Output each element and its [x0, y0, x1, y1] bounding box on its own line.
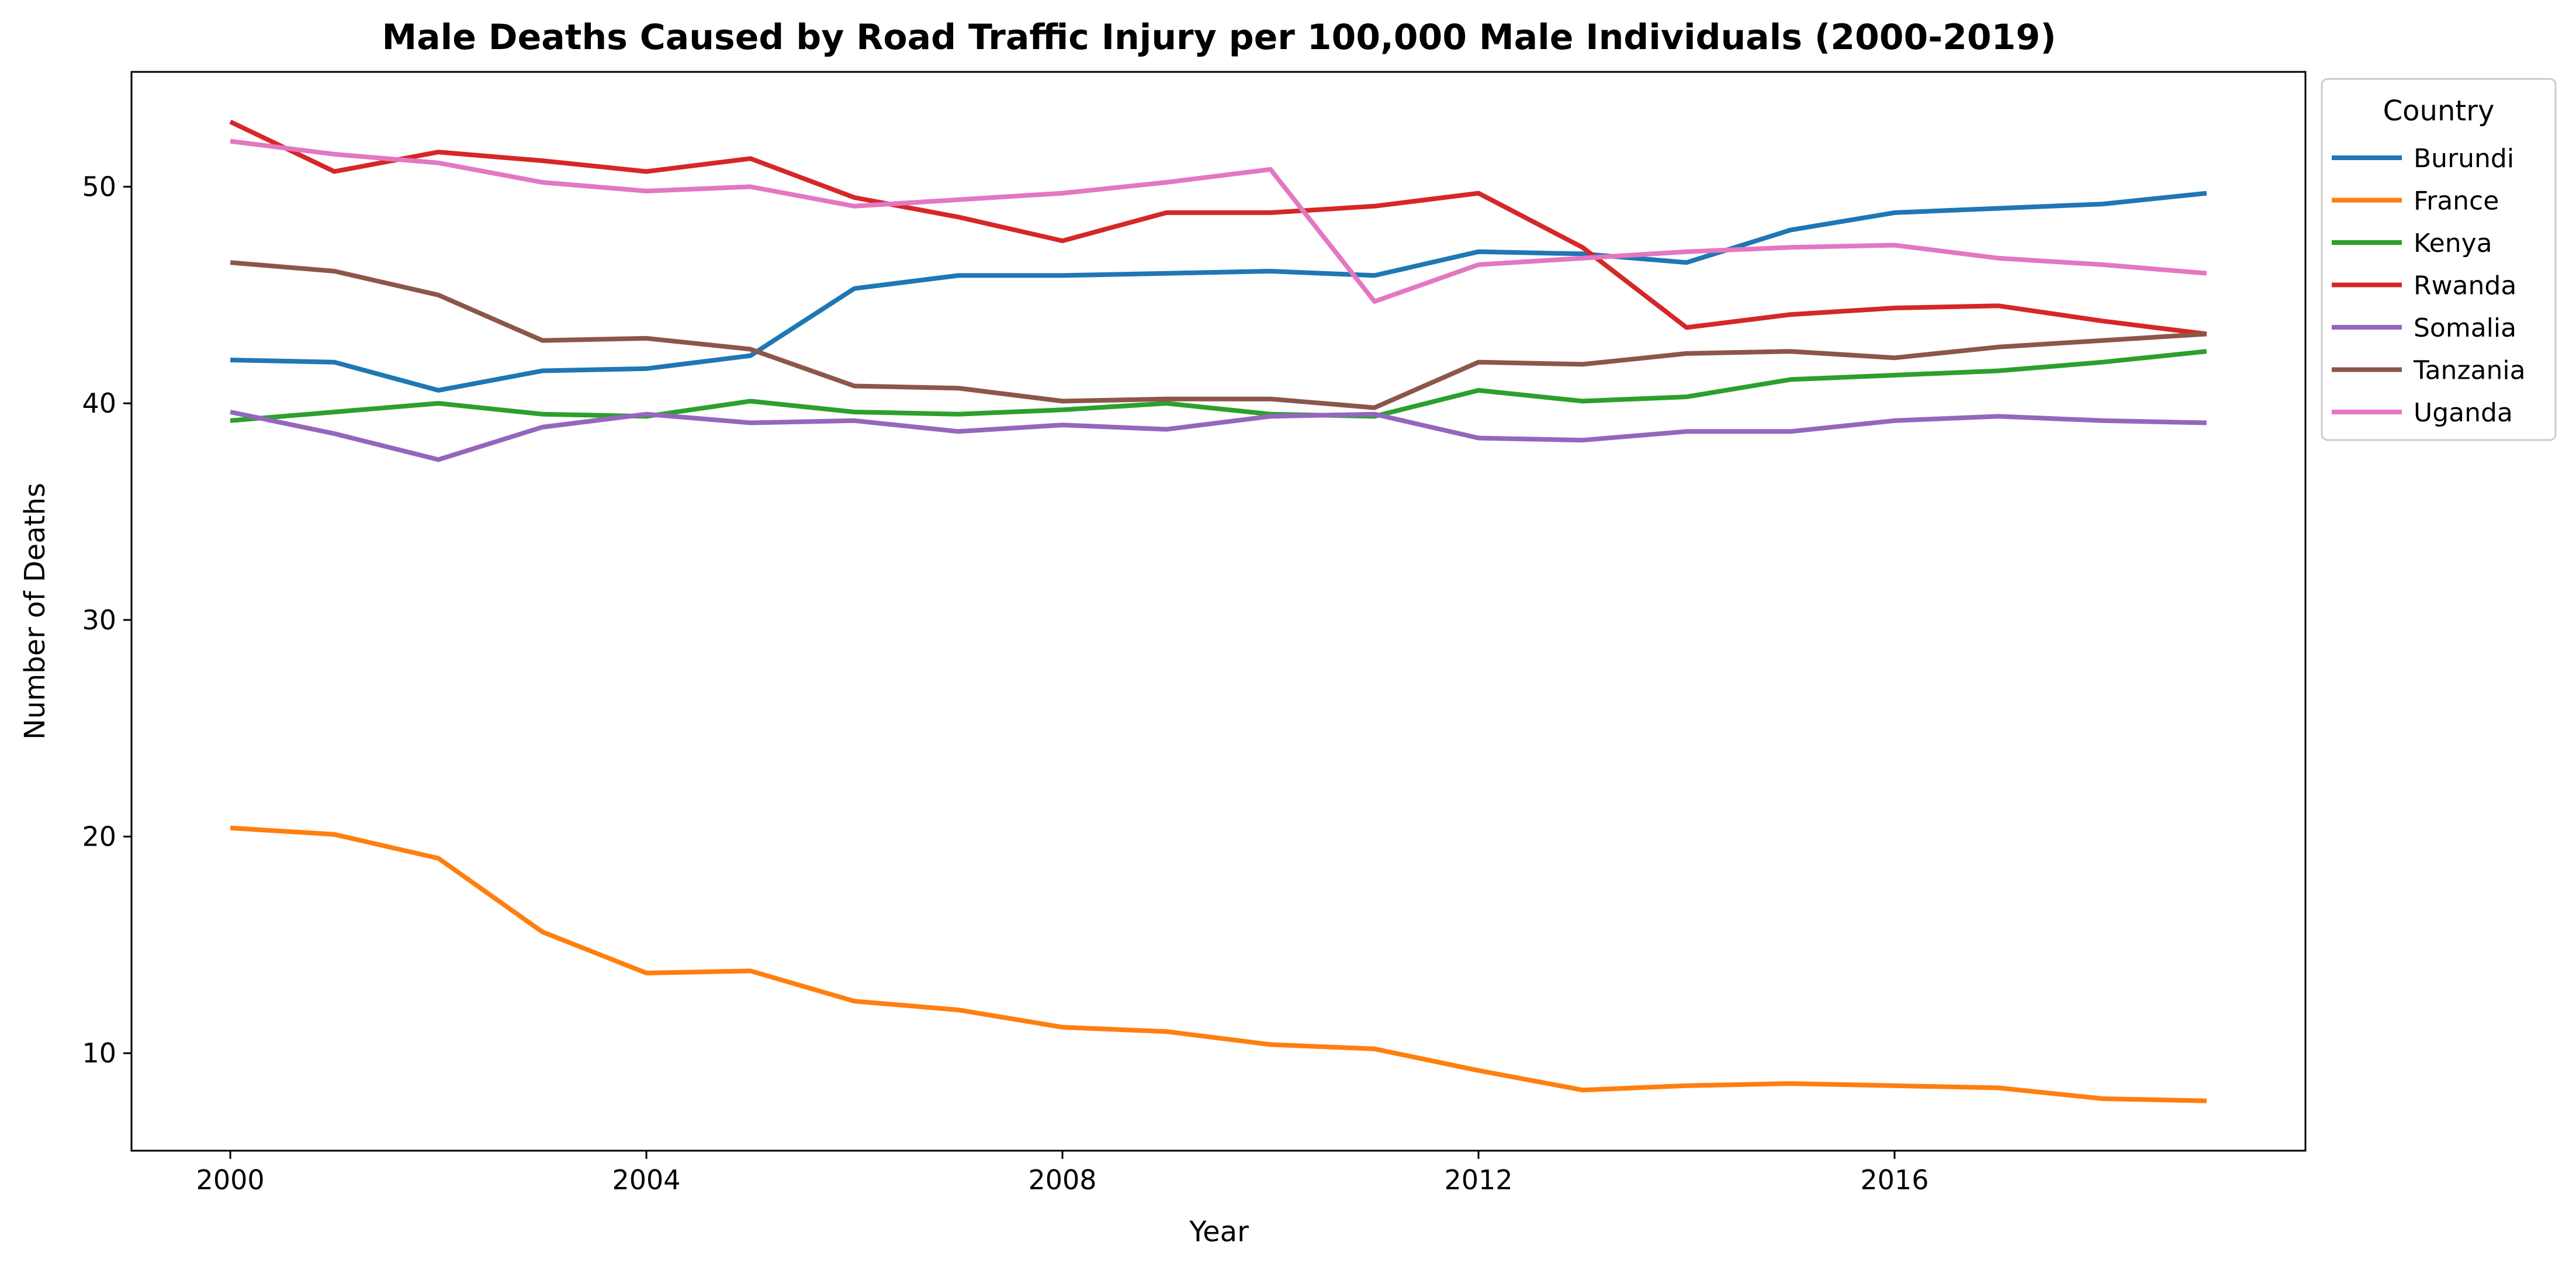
- series-line-somalia: [230, 410, 2207, 462]
- legend-label-rwanda: Rwanda: [2414, 271, 2516, 301]
- legend-label-tanzania: Tanzania: [2413, 356, 2526, 386]
- legend-label-france: France: [2414, 186, 2499, 216]
- chart-title: Male Deaths Caused by Road Traffic Injur…: [382, 17, 2056, 58]
- y-tick-label: 20: [82, 821, 116, 853]
- legend-label-burundi: Burundi: [2414, 144, 2514, 174]
- y-tick-label: 10: [82, 1037, 116, 1069]
- series-line-tanzania: [230, 260, 2207, 410]
- series-line-uganda: [230, 139, 2207, 304]
- legend-box: [2321, 78, 2557, 441]
- legend-label-kenya: Kenya: [2414, 229, 2492, 258]
- x-tick-label: 2012: [1444, 1164, 1512, 1196]
- y-tick-label: 40: [82, 387, 116, 419]
- series-line-burundi: [230, 191, 2207, 393]
- legend-label-uganda: Uganda: [2414, 398, 2513, 428]
- plot-area: [130, 71, 2307, 1152]
- legend: Country Burundi France Kenya Rwanda Somalia T…: [2321, 78, 2557, 441]
- series-layer: [229, 119, 2207, 1103]
- x-axis-label: Year: [1189, 1216, 1249, 1248]
- y-tick-label: 30: [82, 604, 116, 636]
- y-tick-label: 50: [82, 171, 116, 202]
- series-line-france: [230, 825, 2207, 1103]
- series-line-kenya: [230, 349, 2207, 423]
- x-tick-label: 2000: [196, 1164, 265, 1196]
- legend-label-somalia: Somalia: [2414, 313, 2516, 343]
- y-axis: 10 20 30 40 50: [82, 171, 131, 1069]
- x-tick-label: 2008: [1028, 1164, 1096, 1196]
- x-axis: 2000 2004 2008 2012 2016: [196, 1151, 1928, 1196]
- legend-title: Country: [2383, 95, 2495, 127]
- y-axis-label: Number of Deaths: [19, 483, 51, 740]
- plot-frame: [130, 71, 2307, 1152]
- series-line-rwanda: [229, 119, 2207, 337]
- x-tick-label: 2004: [612, 1164, 681, 1196]
- legend-items: Burundi France Kenya Rwanda Somalia Tanzania U…: [2332, 144, 2526, 428]
- x-tick-label: 2016: [1860, 1164, 1928, 1196]
